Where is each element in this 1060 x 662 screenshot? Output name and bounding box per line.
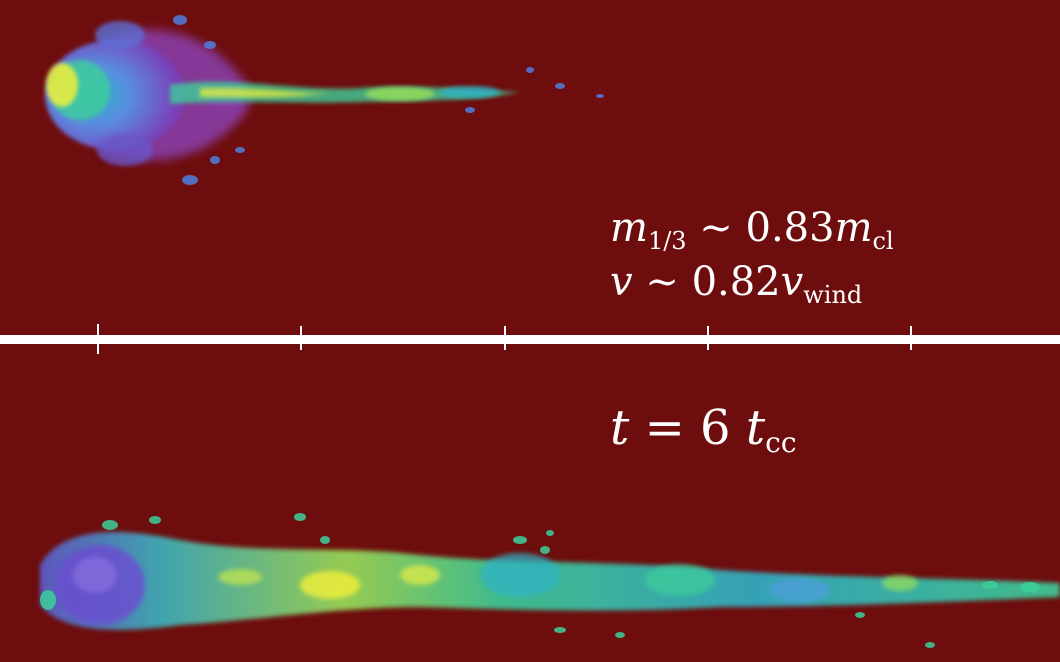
divider-tick	[910, 326, 912, 350]
velocity-unit-symbol: v	[780, 259, 804, 305]
divider-tick	[504, 326, 506, 350]
bottom-cloud-render	[40, 513, 1060, 648]
time-symbol: t	[610, 400, 630, 456]
divider-tick	[97, 324, 99, 354]
mass-unit-symbol: m	[834, 205, 873, 251]
velocity-symbol: v	[610, 259, 633, 305]
mass-relation: ∼	[699, 205, 733, 251]
mass-symbol: m	[610, 205, 648, 251]
mass-subscript: 1/3	[647, 227, 687, 255]
time-relation: =	[644, 400, 685, 456]
velocity-value: 0.82	[691, 259, 781, 305]
bottom-simulation-panel	[0, 345, 1060, 662]
time-annotation: t = 6 tcc	[610, 404, 797, 457]
divider-tick	[300, 326, 302, 350]
top-cloud-render	[45, 15, 604, 185]
mass-value: 0.83	[745, 205, 835, 251]
panel-divider	[0, 335, 1060, 344]
mass-unit-subscript: cl	[872, 227, 894, 255]
time-unit-symbol: t	[745, 400, 766, 456]
time-value: 6	[700, 400, 731, 456]
top-simulation-panel: m1/3 ∼ 0.83mcl v ∼ 0.82vwind	[45, 15, 894, 307]
velocity-relation: ∼	[645, 259, 679, 305]
divider-tick	[707, 326, 709, 350]
velocity-annotation: v ∼ 0.82vwind	[610, 262, 862, 307]
velocity-unit-subscript: wind	[803, 281, 863, 309]
mass-annotation: m1/3 ∼ 0.83mcl	[610, 208, 894, 253]
time-unit-subscript: cc	[765, 426, 797, 459]
